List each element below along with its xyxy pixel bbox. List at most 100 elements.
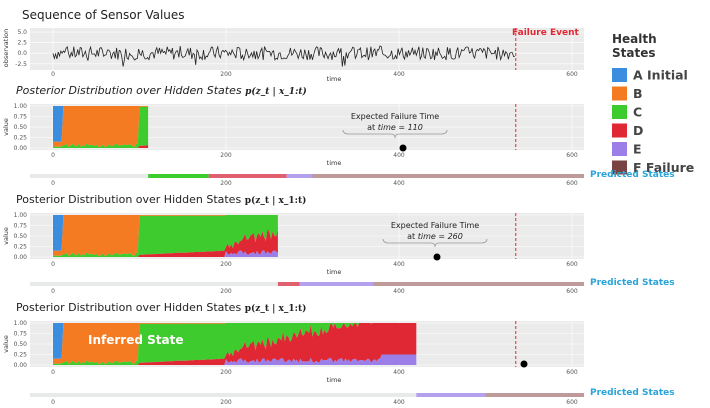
x-tick-label: 0 [51,261,55,268]
x-tick-label: 200 [220,71,232,78]
strip-x-tick-label: 400 [393,288,405,295]
posterior-area-B [53,215,278,256]
legend-title: Health States [612,32,657,60]
posterior-area-B [53,323,417,364]
legend-label: D [633,123,643,138]
posterior-area-D [53,145,149,148]
posterior-title-1: Posterior Distribution over Hidden State… [16,84,307,97]
y-tick-label: 0.50 [14,124,28,131]
strip-x-tick-label: 400 [393,180,405,187]
predicted-segment [148,174,209,178]
x-tick-label: 600 [566,261,578,268]
sensor-plot: 5.0 2.5 0.0 -2.5 0 200 400 600 time observatio… [2,28,584,83]
posterior-area-E [53,250,278,257]
x-tick-label: 600 [566,152,578,159]
predicted-states-strip: 0 200 400 600 [30,393,584,406]
posterior-area-A [53,106,149,142]
predicted-states-strip: 0 200 400 600 [30,282,584,295]
y-tick-label: -2.5 [15,61,27,68]
posterior-panel-1: 1.00 0.75 0.50 0.25 0.00 0 200 400 600 time value E… [2,103,584,167]
posterior-area-C [53,215,278,257]
legend-swatch [612,68,627,82]
legend-label: B [633,86,643,101]
x-tick-label: 600 [566,71,578,78]
posterior-title-text: Posterior Distribution over Hidden State… [16,84,242,97]
predicted-segment [312,174,584,178]
annotation-line1: Expected Failure Time [391,221,479,230]
y-tick-label: 0.25 [14,352,28,359]
annotation-line2: at time = 110 [367,123,423,132]
x-axis-label: time [327,268,342,276]
legend-swatch [612,123,627,138]
x-tick-label: 200 [220,369,232,376]
posterior-panel-3: 1.00 0.75 0.50 0.25 0.00 0 200 400 600 time value [2,320,584,384]
predicted-segment [373,282,584,286]
posterior-area-D [53,228,278,257]
failure-event-label: Failure Event [512,28,579,38]
strip-x-tick-label: 400 [393,399,405,406]
legend-swatch [612,160,627,175]
posterior-title-text: Posterior Distribution over Hidden State… [16,301,242,314]
y-tick-label: 0.00 [14,254,28,261]
posterior-area-C [53,323,417,365]
y-tick-label: 0.00 [14,362,28,369]
y-tick-label: 0.75 [14,223,28,230]
y-axis-label: value [2,335,10,353]
predicted-segment [277,282,300,286]
legend-label: F Failure [633,160,694,175]
strip-x-tick-label: 0 [51,288,55,295]
strip-x-tick-label: 200 [220,180,232,187]
annotation-line1: Expected Failure Time [351,112,439,121]
posterior-title-3: Posterior Distribution over Hidden State… [16,301,306,314]
sensor-xlabel: time [327,75,342,83]
formula: p(z_t | x_1:t) [245,87,307,97]
posterior-area-D [53,323,417,365]
sensor-series-line [52,45,515,67]
inferred-state-label: Inferred State [88,333,184,347]
y-axis-label: value [2,118,10,136]
y-tick-label: 0.00 [14,145,28,152]
annotation-line2: at time = 260 [407,232,463,241]
sensor-ylabel: observation [2,29,10,67]
y-tick-label: 2.5 [17,40,27,47]
y-tick-label: 1.00 [14,103,28,110]
legend-swatch [612,142,627,156]
expected-failure-marker [520,360,528,368]
x-tick-label: 400 [393,71,405,78]
formula: p(z_t | x_1:t) [244,304,307,314]
predicted-segment [30,393,417,397]
predicted-segment [208,174,287,178]
legend-swatch [612,105,627,119]
y-tick-label: 5.0 [17,29,27,36]
y-tick-label: 0.50 [14,233,28,240]
x-tick-label: 400 [393,369,405,376]
x-tick-label: 200 [220,152,232,159]
expected-failure-marker [399,144,407,152]
legend-swatch [612,86,627,101]
posterior-title-text: Posterior Distribution over Hidden State… [16,193,242,206]
y-tick-label: 0.25 [14,244,28,251]
predicted-states-label-1: Predicted States [590,170,675,180]
y-tick-label: 0.75 [14,331,28,338]
y-tick-label: 0.0 [17,50,27,57]
posterior-title-2: Posterior Distribution over Hidden State… [16,193,306,206]
y-tick-label: 0.75 [14,114,28,121]
strip-x-tick-label: 600 [566,180,578,187]
legend-label: E [633,142,642,157]
x-axis-label: time [327,159,342,167]
predicted-states-label-3: Predicted States [590,388,675,398]
y-tick-label: 0.25 [14,135,28,142]
predicted-states-label-2: Predicted States [590,278,675,288]
annotation-brace [342,129,448,139]
predicted-segment [416,393,486,397]
y-tick-label: 1.00 [14,320,28,327]
predicted-segment [299,282,374,286]
posterior-area-C [53,106,149,148]
x-tick-label: 0 [51,71,55,78]
legend-label: C [633,105,642,120]
formula: p(z_t | x_1:t) [244,196,307,206]
strip-x-tick-label: 0 [51,399,55,406]
legend-label: A Initial [633,68,688,83]
